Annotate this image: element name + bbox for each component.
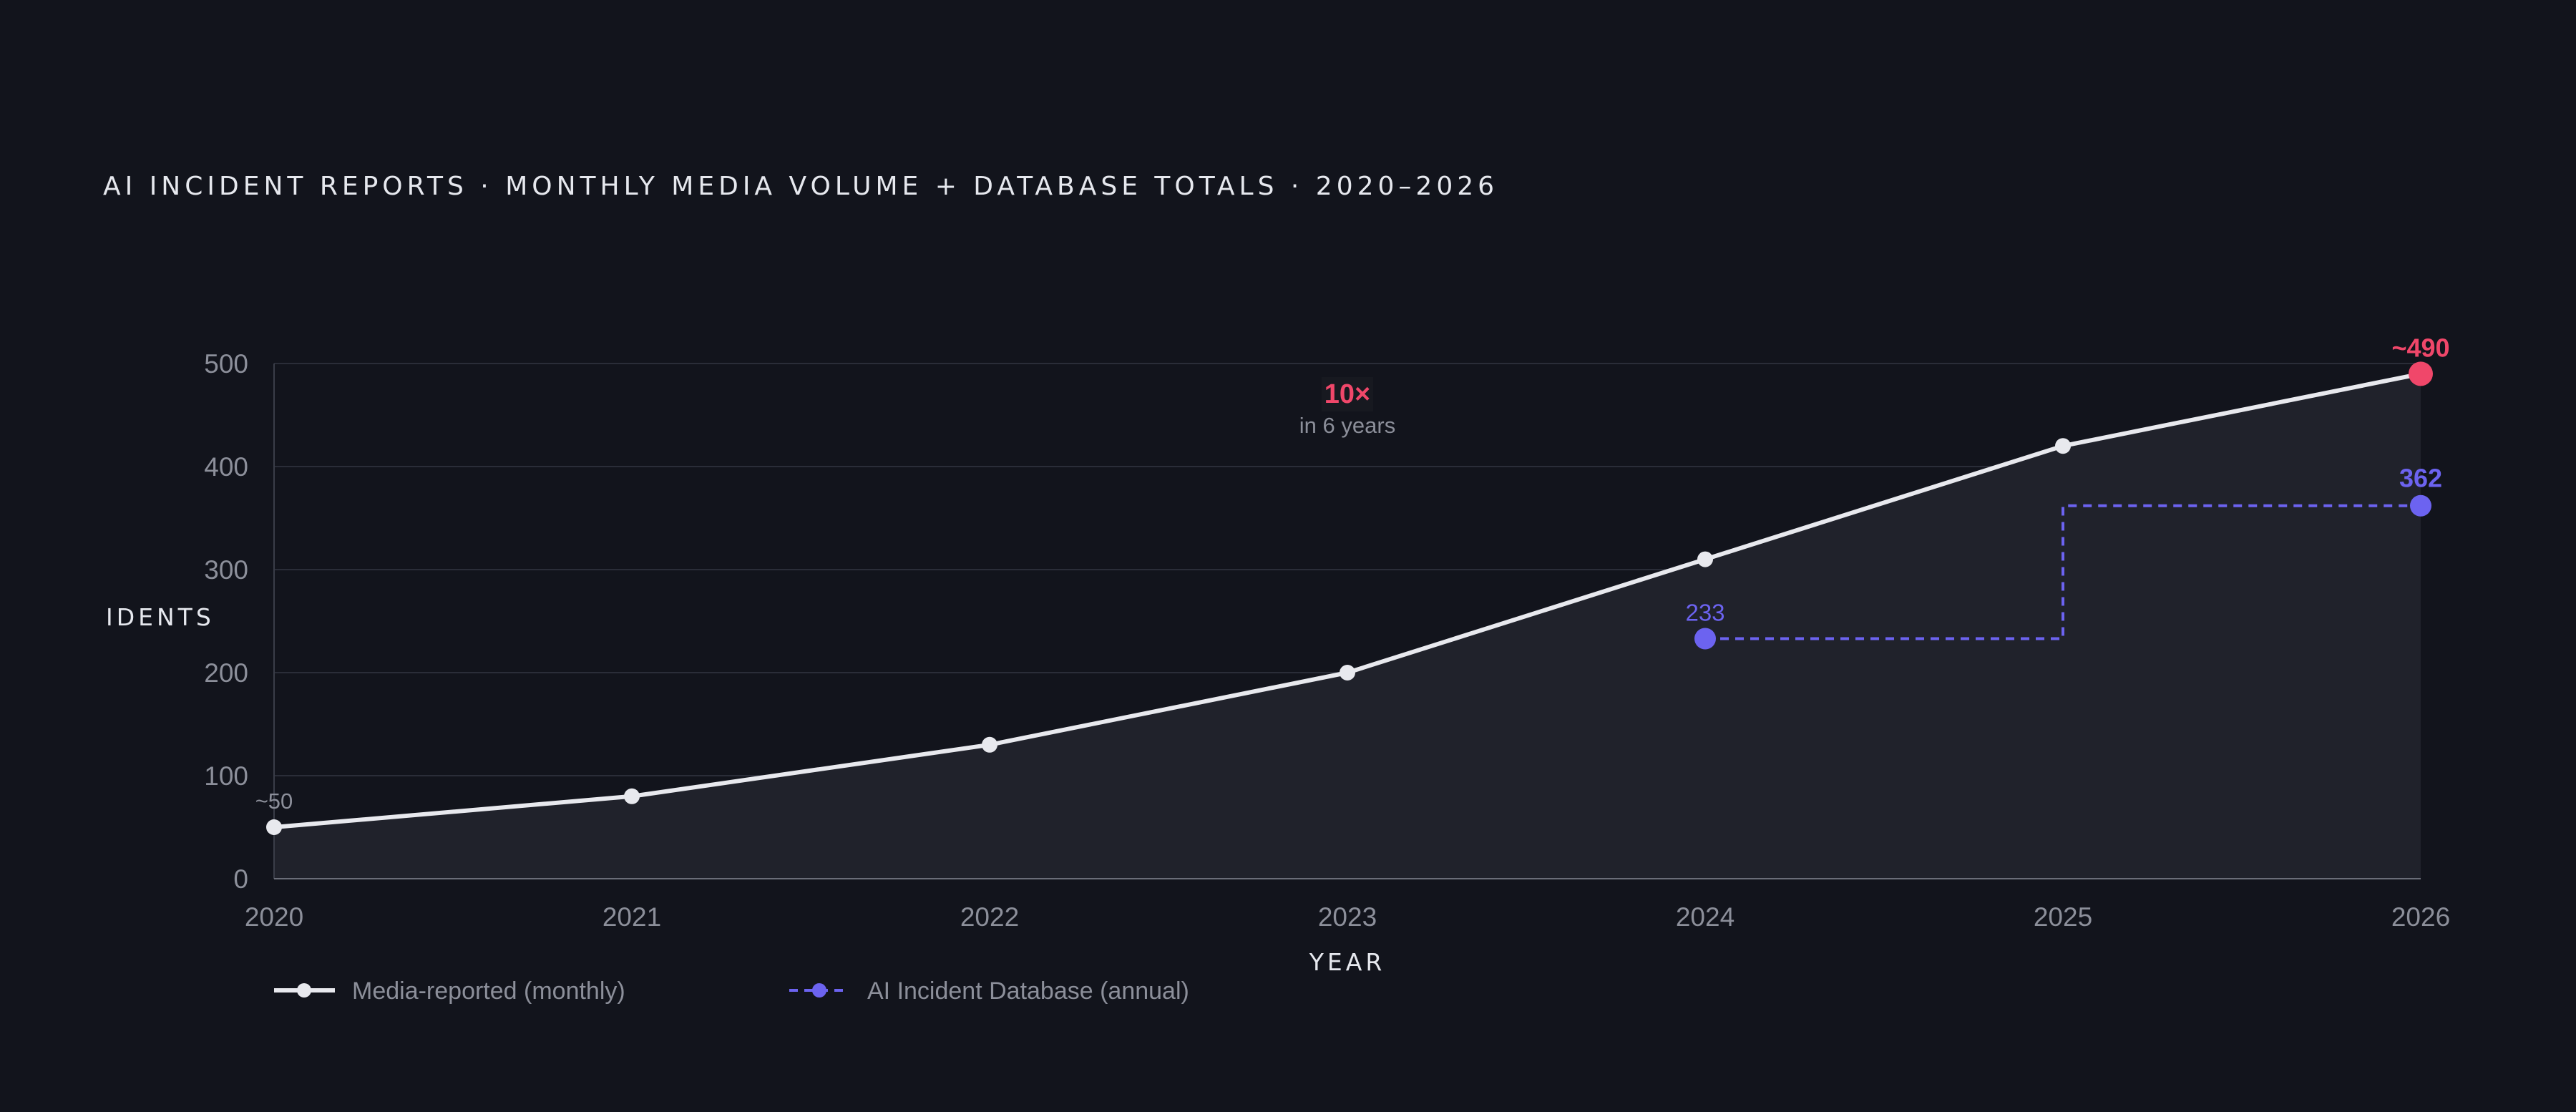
series-layer — [266, 361, 2433, 835]
media-point — [266, 819, 282, 835]
y-tick-label: 0 — [233, 864, 248, 894]
x-axis-title: YEAR — [1309, 948, 1386, 976]
media-point — [2409, 361, 2433, 386]
database-point — [2410, 494, 2431, 517]
database-point — [1694, 628, 1716, 650]
y-tick-label: 300 — [204, 555, 248, 585]
label-layer: ~50 ~490 233 362 10× in 6 years — [255, 333, 2450, 814]
callout-subtitle: in 6 years — [1299, 413, 1395, 438]
y-tick-label: 500 — [204, 349, 248, 379]
x-tick-label: 2026 — [2391, 902, 2450, 932]
media-point — [2055, 438, 2071, 454]
chart-title: AI INCIDENT REPORTS · MONTHLY MEDIA VOLU… — [103, 172, 1499, 201]
y-tick-label: 400 — [204, 452, 248, 482]
area-layer — [274, 374, 2421, 879]
x-tick-label: 2025 — [2034, 902, 2092, 932]
callout-background — [1322, 377, 1373, 411]
end-value-label: ~490 — [2391, 333, 2449, 362]
x-tick-label: 2023 — [1318, 902, 1377, 932]
y-tick-label: 200 — [204, 658, 248, 688]
database-step-line — [1705, 504, 2421, 640]
media-point — [624, 788, 640, 804]
y-tick-label: 100 — [204, 761, 248, 791]
legend-marker-database — [812, 983, 826, 998]
x-tick-label: 2024 — [1676, 902, 1735, 932]
legend-label-media: Media-reported (monthly) — [352, 977, 625, 1005]
media-point — [1340, 665, 1355, 681]
media-area — [274, 374, 2421, 879]
y-axis-title: IDENTS — [106, 603, 215, 631]
legend-label-database: AI Incident Database (annual) — [867, 977, 1189, 1005]
x-tick-label: 2021 — [602, 902, 661, 932]
callout-multiplier: 10× — [1324, 379, 1370, 409]
database-start-label: 233 — [1685, 599, 1724, 625]
start-value-label: ~50 — [255, 789, 293, 814]
x-tick-label: 2022 — [960, 902, 1019, 932]
legend-layer: Media-reported (monthly) AI Incident Data… — [274, 977, 1189, 1005]
legend-marker-media — [297, 983, 311, 998]
media-point — [982, 736, 997, 753]
x-tick-label: 2020 — [245, 902, 303, 932]
axis-layer: 0 100 200 300 400 500 2020 2021 2022 2023 2024 2025… — [106, 349, 2450, 976]
database-end-label: 362 — [2399, 464, 2442, 493]
media-point — [1697, 551, 1713, 567]
